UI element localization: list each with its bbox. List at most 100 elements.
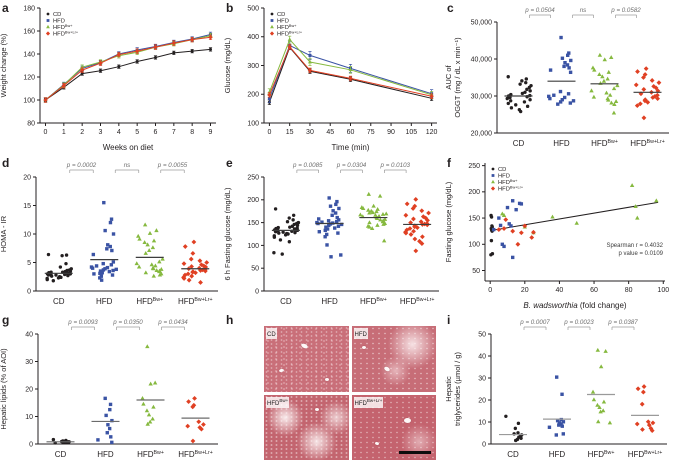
svg-text:p = 0.0504: p = 0.0504 (524, 7, 555, 14)
svg-text:20,000: 20,000 (471, 130, 493, 137)
svg-text:HOMA - IR: HOMA - IR (0, 215, 8, 252)
svg-text:100: 100 (23, 97, 35, 104)
svg-text:OGGT (mg / dL x min⁻¹): OGGT (mg / dL x min⁻¹) (453, 37, 462, 118)
svg-text:30: 30 (306, 129, 314, 136)
svg-text:200: 200 (247, 197, 259, 204)
panel-letter-d: d (2, 156, 10, 170)
svg-text:10: 10 (23, 231, 31, 238)
histology-image-hfd: HFD (351, 326, 436, 392)
svg-text:HFDBw+Lr+: HFDBw+Lr+ (498, 185, 524, 192)
svg-text:Hepatic lipids (% of AOI): Hepatic lipids (% of AOI) (0, 348, 8, 430)
svg-text:HFDBw+Lr+: HFDBw+Lr+ (178, 297, 213, 306)
panel-a: a 80 100 120 140 160 180 0 1 2 3 4 5 6 7 8 9 Weeks on di… (0, 0, 224, 155)
svg-text:30: 30 (478, 375, 486, 382)
svg-text:HFDBw+: HFDBw+ (360, 297, 387, 306)
vessel (324, 378, 329, 382)
svg-text:20: 20 (478, 397, 486, 404)
histology-grid: CD HFD HFDBw+ HFDBw+Lr+ (264, 326, 436, 460)
svg-text:100: 100 (247, 243, 259, 250)
svg-text:HFDBw+: HFDBw+ (137, 450, 164, 459)
svg-text:p = 0.0055: p = 0.0055 (157, 162, 188, 169)
histology-label-cd: CD (266, 328, 277, 339)
svg-text:B. wadsworthia (fold change): B. wadsworthia (fold change) (523, 301, 627, 310)
histology-label-hfd: HFD (353, 328, 368, 339)
svg-text:180: 180 (23, 5, 35, 12)
svg-text:9: 9 (209, 129, 213, 136)
svg-text:HFDBw+Lr+: HFDBw+Lr+ (630, 139, 665, 148)
svg-text:HFD: HFD (97, 450, 114, 459)
svg-text:HFD: HFD (498, 174, 510, 180)
svg-text:p = 0.0434: p = 0.0434 (157, 319, 188, 326)
panel-letter-i: i (447, 313, 451, 327)
svg-text:HFDBw+: HFDBw+ (591, 139, 618, 148)
svg-text:HFD: HFD (321, 297, 338, 306)
svg-text:10: 10 (478, 419, 486, 426)
histology-label-hfd-bw-lr: HFDBw+Lr+ (353, 396, 384, 408)
svg-text:250: 250 (247, 174, 259, 181)
svg-text:500: 500 (247, 5, 259, 12)
svg-text:5: 5 (27, 260, 31, 267)
svg-text:140: 140 (23, 51, 35, 58)
svg-text:HFDBw+Lr+: HFDBw+Lr+ (178, 450, 213, 459)
svg-text:HFD: HFD (96, 297, 113, 306)
histology-label-hfd-bw: HFDBw+ (266, 396, 290, 408)
panel-letter-a: a (2, 1, 9, 15)
svg-text:ns: ns (580, 7, 587, 14)
weight-change-line-chart: 80 100 120 140 160 180 0 1 2 3 4 5 6 7 8 9 Weeks on diet… (0, 5, 216, 152)
svg-text:40: 40 (25, 331, 33, 338)
panel-letter-g: g (2, 313, 10, 327)
svg-text:40: 40 (478, 353, 486, 360)
vessel (383, 365, 391, 372)
svg-text:10: 10 (25, 414, 33, 421)
scale-bar (399, 451, 431, 454)
svg-text:400: 400 (247, 34, 259, 41)
svg-text:CD: CD (53, 297, 65, 306)
hepatic-triglycerides-dotplot: 0 10 20 30 40 50 CD HFD HFDBw+ HFDBw+Lr+ p = 0.000… (445, 319, 667, 459)
series-line (268, 46, 432, 103)
svg-text:p = 0.0007: p = 0.0007 (519, 319, 550, 326)
glucose-ogtt-line-chart: 100 200 300 400 500 0 15 30 45 60 75 90 105 120 Time (… (224, 5, 438, 152)
svg-text:Glucose (mg/dL): Glucose (mg/dL) (224, 37, 232, 93)
auc-ogtt-dotplot: 20,000 30,000 40,000 50,000 CD HFD HFDBw+ HFDBw… (445, 7, 669, 148)
svg-text:HFDBw+: HFDBw+ (498, 179, 518, 186)
panel-h: h CD HFD HFDBw+ HFDBw+Lr+ (224, 312, 445, 466)
svg-text:CD: CD (513, 139, 525, 148)
svg-text:40,000: 40,000 (471, 56, 493, 63)
series-line (45, 34, 211, 101)
svg-text:p = 0.0085: p = 0.0085 (292, 162, 323, 169)
svg-text:triglycerides (µmol / g): triglycerides (µmol / g) (453, 352, 462, 426)
panel-letter-b: b (226, 1, 234, 15)
panel-f: f 50 100 150 200 250 0 20 40 60 80 100 B. wadsworth… (445, 155, 673, 312)
svg-text:ns: ns (124, 162, 131, 169)
svg-text:Fasting glucose (mg/dL): Fasting glucose (mg/dL) (445, 181, 453, 262)
svg-text:Spearman r = 0.4032: Spearman r = 0.4032 (606, 243, 663, 249)
svg-text:50: 50 (478, 331, 486, 338)
svg-text:100: 100 (468, 242, 480, 249)
svg-text:30: 30 (25, 359, 33, 366)
homa-ir-dotplot: 0 5 10 15 20 CD HFD HFDBw+ HFDBw+Lr+ p = 0.0002 ns… (0, 162, 218, 306)
svg-text:HFD: HFD (53, 19, 65, 25)
svg-text:6 h Fasting glucose (mg/dL): 6 h Fasting glucose (mg/dL) (224, 187, 232, 280)
svg-text:250: 250 (468, 163, 480, 170)
svg-text:160: 160 (23, 28, 35, 35)
vessel (361, 345, 366, 349)
panel-e: e 0 50 100 150 200 250 CD HFD HFDBw+ HFDBw+Lr+ p =… (224, 155, 445, 312)
svg-text:150: 150 (247, 220, 259, 227)
series-line (45, 48, 211, 101)
svg-text:CD: CD (55, 450, 67, 459)
svg-text:4: 4 (117, 129, 121, 136)
svg-text:105: 105 (405, 129, 417, 136)
vessel (278, 368, 285, 373)
svg-text:15: 15 (23, 203, 31, 210)
svg-text:0: 0 (482, 441, 486, 448)
svg-text:50: 50 (251, 266, 259, 273)
svg-text:p = 0.0103: p = 0.0103 (380, 162, 411, 169)
svg-text:HFD: HFD (553, 139, 570, 148)
svg-text:80: 80 (27, 120, 35, 127)
svg-text:HFDBw+Lr+: HFDBw+Lr+ (400, 297, 435, 306)
svg-text:20: 20 (521, 287, 529, 294)
svg-text:80: 80 (625, 287, 633, 294)
svg-text:5: 5 (135, 129, 139, 136)
histology-image-hfd-bw: HFDBw+ (264, 394, 349, 460)
